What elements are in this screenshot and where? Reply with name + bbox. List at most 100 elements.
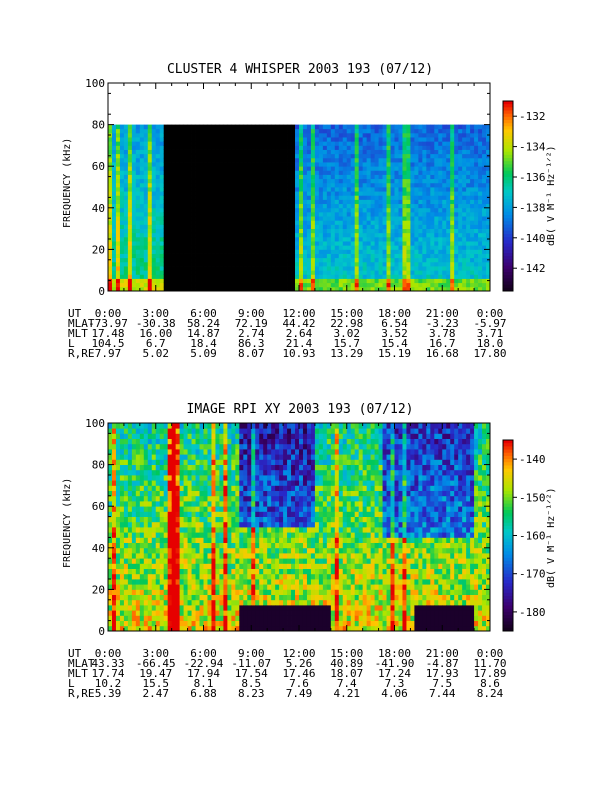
spectrogram-cell [418,124,423,130]
spectrogram-cell [143,553,149,559]
spectrogram-cell [203,195,208,200]
spectrogram-cell [163,157,169,163]
spectrogram-cell [422,149,427,155]
spectrogram-cell [211,584,216,590]
spectrogram-cell [271,128,276,134]
spectrogram-cell [203,178,208,184]
spectrogram-cell [111,464,117,471]
spectrogram-cell [454,211,459,217]
spectrogram-cell [179,216,185,221]
spectrogram-cell [143,274,149,279]
spectrogram-cell [458,149,463,155]
spectrogram-cell [279,162,284,167]
spectrogram-cell [139,506,145,512]
spectrogram-cell [143,464,149,471]
spectrogram-cell [171,245,177,250]
spectrogram-cell [486,178,491,184]
spectrogram-cell [271,195,276,200]
spectrogram-cell [211,211,216,217]
spectrogram-cell [267,278,272,284]
spectrogram-cell [167,270,173,275]
spectrogram-cell [195,501,200,507]
spectrogram-cell [291,199,296,205]
spectrogram-cell [386,137,391,142]
spectrogram-cell [402,224,407,229]
spectrogram-cell [438,274,443,279]
spectrogram-cell [191,573,196,580]
spectrogram-cell [203,282,208,288]
spectrogram-cell [275,232,280,238]
spectrogram-cell [135,278,141,284]
spectrogram-cell [370,253,376,259]
spectrogram-cell [108,511,113,517]
spectrogram-cell [139,286,145,292]
spectrogram-cell [287,132,292,138]
spectrogram-cell [187,199,192,205]
spectrogram-cell [139,620,145,627]
spectrogram-cell [135,207,141,213]
spectrogram-cell [151,433,157,439]
spectrogram-cell [366,141,372,146]
spectrogram-cell [271,286,276,292]
spectrogram-cell [115,579,121,585]
spectrogram-cell [235,274,240,279]
spectrogram-cell [195,563,200,569]
spectrogram-cell [231,166,236,171]
spectrogram-cell [330,220,336,225]
spectrogram-cell [215,232,220,238]
spectrogram-cell [127,620,133,627]
spectrogram-cell [299,245,304,250]
spectrogram-cell [135,128,141,134]
spectrogram-cell [167,620,173,627]
spectrogram-cell [247,278,252,284]
spectrogram-cell [486,182,491,188]
spectrogram-cell [306,128,312,134]
spectrogram-cell [175,521,181,528]
spectrogram-cell [163,485,169,491]
spectrogram-cell [111,253,117,259]
spectrogram-cell [231,286,236,292]
spectrogram-cell [195,132,200,138]
spectrogram-cell [171,149,177,155]
spectrogram-cell [143,542,149,549]
spectrogram-cell [267,282,272,288]
spectrogram-cell [219,149,224,155]
spectrogram-cell [334,282,340,288]
spectrogram-cell [295,137,300,142]
spectrogram-cell [271,282,276,288]
spectrogram-cell [199,599,204,606]
spectrogram-cell [370,278,376,284]
spectrogram-cell [143,187,149,192]
spectrogram-cell [430,253,435,259]
spectrogram-cell [111,261,117,267]
spectrogram-cell [215,428,220,434]
spectrogram-cell [295,162,300,167]
spectrogram-cell [207,495,212,502]
spectrogram-cell [159,278,165,284]
spectrogram-cell [422,286,427,292]
spectrogram-cell [370,224,376,229]
spectrogram-cell [486,266,491,271]
spectrogram-cell [306,145,312,150]
spectrogram-cell [486,124,491,130]
spectrogram-cell [191,605,196,611]
spectrogram-cell [207,128,212,134]
spectrogram-cell [346,257,352,263]
spectrogram-cell [171,615,177,621]
spectrogram-cell [287,153,292,159]
spectrogram-cell [418,253,423,259]
spectrogram-cell [275,257,280,263]
spectrogram-cell [167,516,173,523]
spectrogram-cell [171,191,177,196]
spectrogram-cell [151,547,157,554]
spectrogram-cell [251,266,256,271]
spectrogram-cell [362,266,368,271]
spectrogram-cell [147,132,153,138]
spectrogram-cell [446,153,451,159]
spectrogram-cell [406,211,411,217]
spectrogram-cell [390,253,395,259]
spectrogram-cell [462,282,467,288]
spectrogram-cell [275,245,280,250]
spectrogram-cell [147,625,153,632]
spectrogram-cell [410,216,415,221]
